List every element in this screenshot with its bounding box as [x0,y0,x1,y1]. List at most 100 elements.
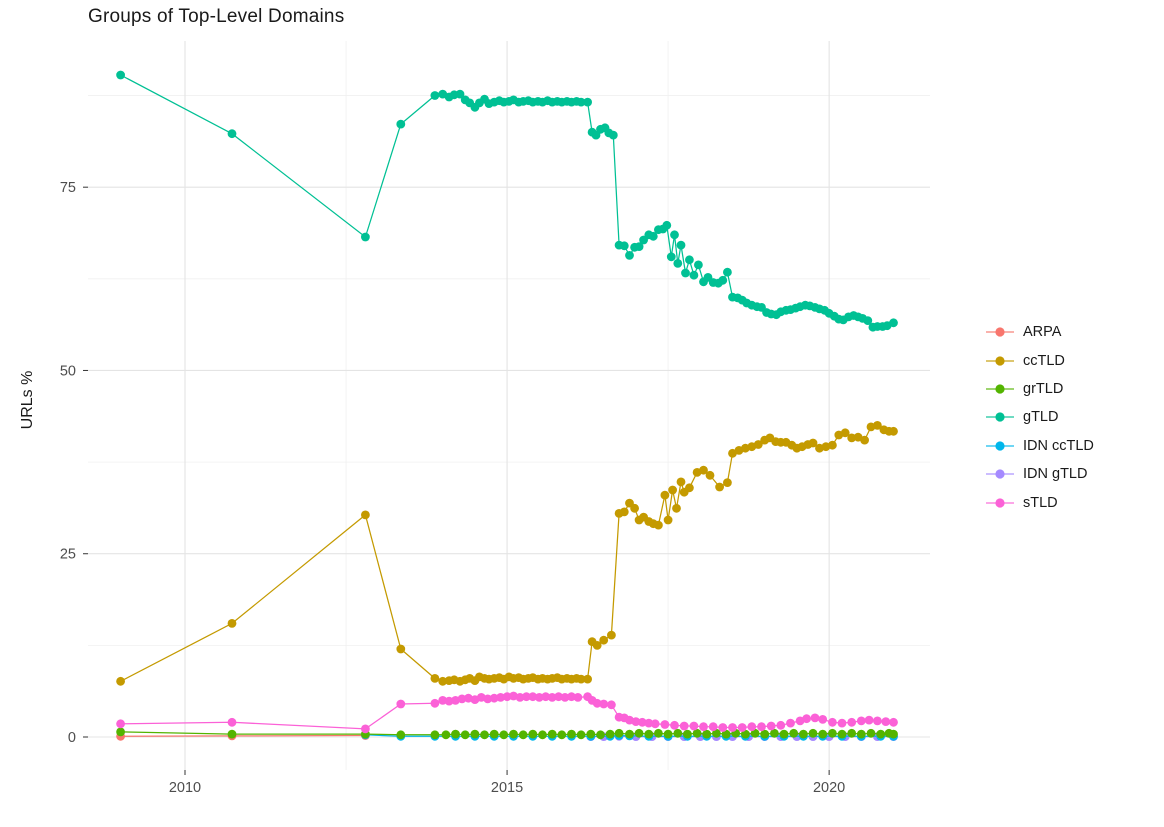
series-gtld-point [662,220,672,230]
series-cctld-point [361,510,370,520]
series-grtld-point [828,728,837,738]
series-stld-point [864,715,874,725]
series-cctld-point [576,674,586,684]
series-cctld-point [630,503,639,513]
series-grtld-point [721,729,731,739]
series-grtld-point [750,728,760,738]
series-cctld-point [715,482,724,492]
series-stld-point [547,693,557,702]
series-grtld-point [538,730,547,740]
legend: ARPA ccTLD grTLD gTLD IDN ccTLD IDN gTLD sTLD [986,318,1094,517]
legend-item-cctld: ccTLD [986,346,1094,374]
series-stld-point [560,693,570,702]
series-stld-point [728,723,737,732]
y-tick-label: 25 [60,547,76,563]
series-grtld-point [567,729,576,739]
series-grtld-point [866,728,876,738]
series-grtld-point [683,729,692,739]
series-grtld-point [634,728,644,738]
legend-key-icon [986,412,1014,422]
series-grtld-point [396,730,406,740]
series-grtld-point [605,729,615,739]
x-tick-label: 2020 [813,780,845,796]
series-gtld-point [694,260,703,270]
series-stld-point [592,698,602,708]
legend-item-grtld: grTLD [986,375,1094,403]
legend-key-icon [986,355,1014,366]
series-grtld-point [663,729,673,739]
series-stld-point [699,722,708,732]
series-stld-point [444,696,454,706]
series-cctld-point [396,644,406,654]
series-grtld-point [625,729,634,739]
series-gtld-point [634,242,644,252]
series-stld-point [847,717,857,727]
series-grtld-point [654,728,663,738]
series-stld-point [650,719,660,729]
series-grtld-point [499,730,509,740]
series-stld-point [766,721,776,731]
series-gtld-point [685,255,694,265]
series-stld-point [810,713,820,723]
series-stld-point [718,723,728,732]
series-cctld-point [808,438,818,448]
series-grtld-point [856,729,866,739]
series-gtld-point [723,267,732,277]
series-cctld-point [227,619,237,628]
series-grtld-point [644,729,654,739]
series-gtld-point [361,232,370,242]
series-cctld-point [592,641,602,650]
series-gtld-point [430,91,440,100]
series-cctld-point [873,421,882,430]
series-grtld-point [799,729,808,739]
series-gtld-point [116,70,125,80]
series-stld-point [708,722,718,732]
series-grtld-point [116,727,125,737]
series-grtld-point [770,728,779,738]
series-cctld-point [753,440,763,449]
legend-item-idn-gtld: IDN gTLD [986,460,1094,488]
series-stld-point [541,692,551,702]
y-tick-label: 50 [60,363,76,379]
series-cctld-point [599,635,609,645]
legend-item-label: sTLD [1023,494,1058,511]
series-stld-point [554,692,563,702]
series-cctld-point [619,507,629,517]
series-gtld-point [676,240,686,250]
series-stld-point [631,717,641,726]
series-stld-point [116,719,125,729]
legend-item-label: IDN ccTLD [1023,437,1094,454]
series-cctld-point [889,426,898,436]
series-stld-point [689,721,699,731]
series-gtld-point [227,129,237,139]
legend-item-label: gTLD [1023,409,1059,426]
series-grtld-point [470,729,480,739]
series-grtld-point [547,729,557,739]
series-stld-point [534,693,544,702]
series-stld-point [747,722,757,732]
series-stld-point [818,715,828,724]
series-grtld-point [712,728,721,738]
series-stld-point [227,717,237,727]
series-grtld-point [818,729,828,739]
legend-key-icon [986,441,1014,451]
series-grtld-point [489,729,499,739]
series-cctld-point [685,483,694,493]
legend-item-label: grTLD [1023,380,1064,397]
series-grtld-point [430,730,440,740]
series-grtld-point [441,730,451,740]
series-gtld-point [863,316,873,325]
series-gtld-point [670,230,679,240]
series-gtld-point [648,231,658,241]
series-grtld-point [779,729,789,739]
series-stld-point [483,694,493,704]
series-stld-point [670,720,679,730]
series-gtld-point [666,252,676,262]
series-grtld-point [451,729,460,739]
series-cctld-point [654,520,663,530]
series-stld-point [573,693,583,702]
series-grtld-point [847,728,857,738]
series-stld-point [802,714,811,724]
legend-item-label: IDN gTLD [1023,466,1088,483]
